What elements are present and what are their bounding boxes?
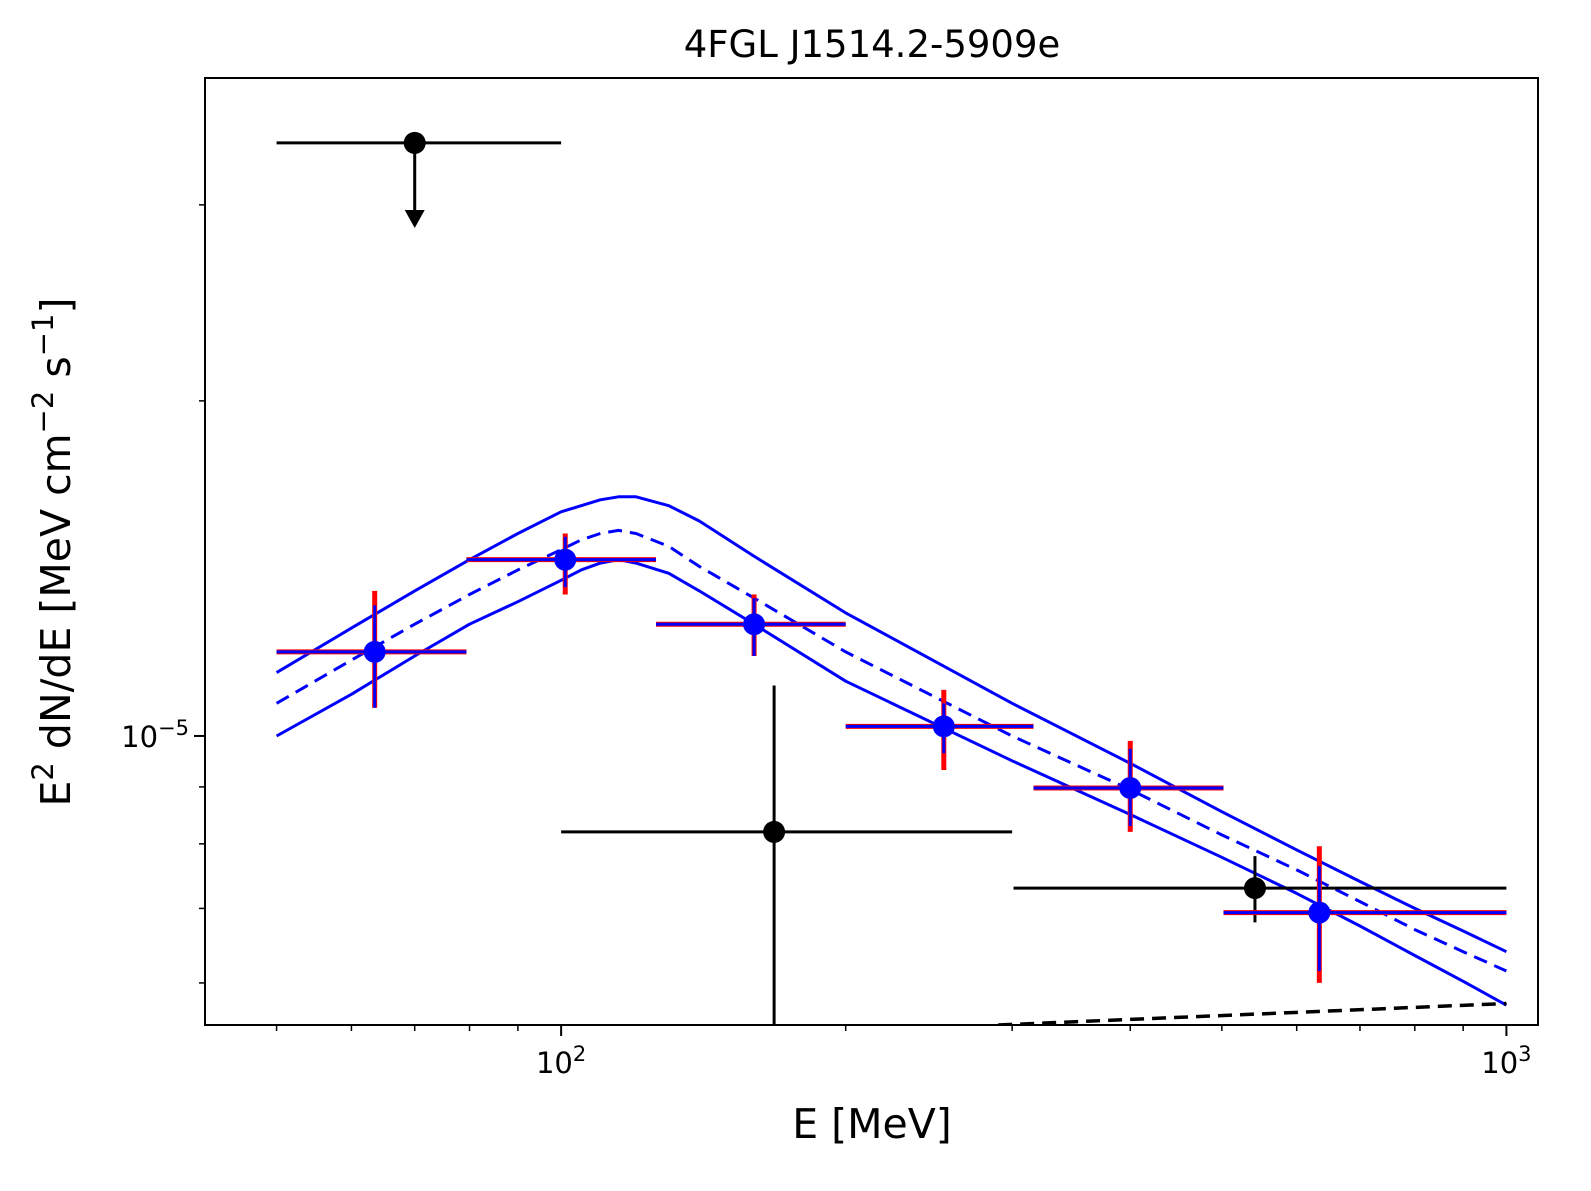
blue-data-point (932, 715, 955, 738)
plot-area (205, 78, 1538, 1025)
model-curve-dashed (275, 528, 1508, 973)
black-dashed-line (998, 1001, 1507, 1025)
y-tick-label: 10−5 (121, 716, 189, 754)
black-data-point (403, 131, 426, 154)
black-data-point (763, 820, 786, 843)
x-axis-label: E [MeV] (792, 1100, 952, 1148)
blue-data-point (1119, 776, 1142, 799)
data-layer (275, 131, 1508, 1025)
chart-title: 4FGL J1514.2-5909e (684, 23, 1061, 66)
blue-data-point (743, 613, 766, 636)
blue-data-point (1308, 901, 1331, 924)
y-axis-label: E2 dN/dE [MeV cm−2 s−1] (26, 298, 80, 807)
model-band-upper (275, 495, 1508, 954)
x-tick-label: 103 (1481, 1042, 1531, 1080)
plot-frame (204, 77, 1539, 1026)
blue-data-point (363, 640, 386, 663)
black-data-point (1243, 877, 1266, 900)
upper-limit-arrow-head (404, 209, 425, 228)
x-tick-label: 102 (536, 1042, 586, 1080)
blue-data-point (554, 548, 577, 571)
